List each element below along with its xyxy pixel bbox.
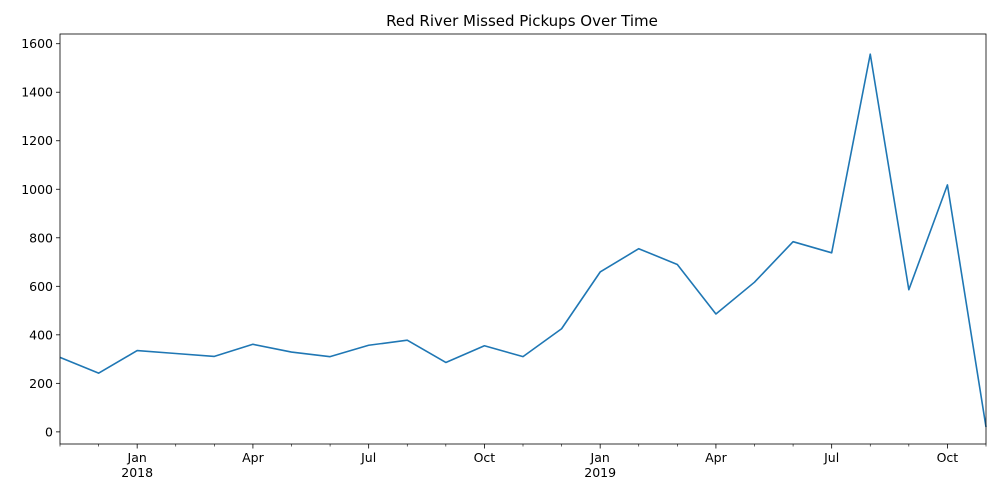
y-tick-label: 1600 (21, 36, 53, 51)
y-tick-label: 0 (45, 424, 53, 439)
y-tick-label: 800 (29, 230, 53, 245)
x-tick-label: Jan (590, 450, 610, 465)
x-tick-label: Jul (360, 450, 376, 465)
x-tick-label: Apr (705, 450, 727, 465)
x-tick-label: Jan (127, 450, 147, 465)
series-line-0 (59, 53, 987, 428)
y-tick-label: 1000 (21, 182, 53, 197)
x-tick-label: Jul (823, 450, 839, 465)
x-tick-label: Oct (474, 450, 496, 465)
x-tick-label: Apr (242, 450, 264, 465)
plot-frame (59, 33, 987, 445)
y-axis: 0 200 400 600 800 1000 1200 1400 1600 (21, 36, 60, 439)
chart-title: Red River Missed Pickups Over Time (386, 12, 658, 30)
y-tick-label: 200 (29, 376, 53, 391)
y-tick-label: 1200 (21, 133, 53, 148)
y-tick-label: 400 (29, 327, 53, 342)
x-tick-label: Oct (937, 450, 959, 465)
series-layer (59, 53, 987, 428)
y-tick-label: 600 (29, 279, 53, 294)
x-tick-year-label: 2019 (584, 465, 616, 480)
y-tick-label: 1400 (21, 85, 53, 100)
x-tick-year-label: 2018 (121, 465, 153, 480)
